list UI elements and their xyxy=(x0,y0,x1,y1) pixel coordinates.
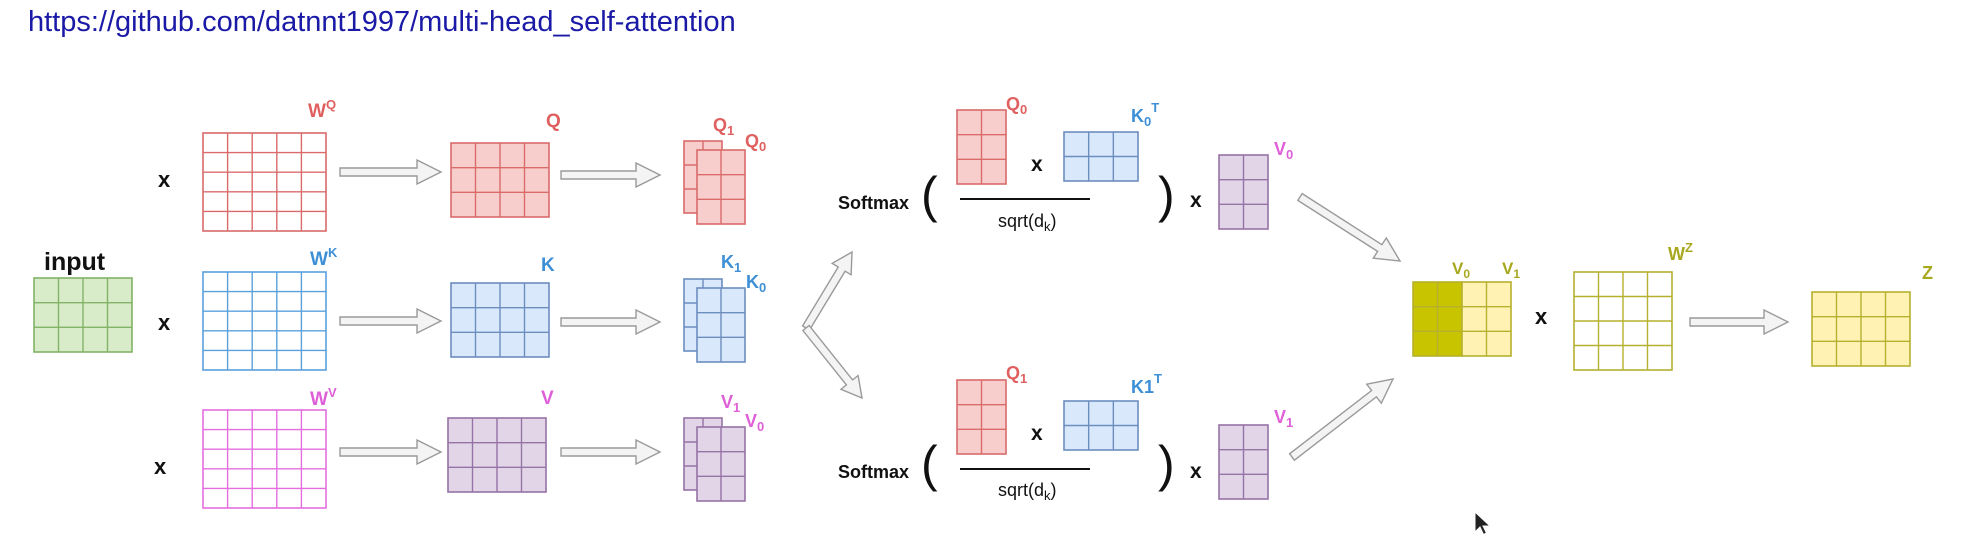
q0-attn-label: Q0 xyxy=(1006,94,1027,117)
open-paren-bottom: ( xyxy=(921,436,938,492)
q-label: Q xyxy=(546,111,561,132)
v-label: V xyxy=(541,388,554,409)
sqrt-dk-bottom: sqrt(dk) xyxy=(998,480,1057,503)
arrow-split-up xyxy=(801,250,853,332)
k-matrix xyxy=(450,282,550,358)
v0-head-matrix xyxy=(696,426,746,502)
arrow-k-to-heads xyxy=(560,308,662,336)
z-label: Z xyxy=(1922,263,1933,283)
input-label: input xyxy=(44,248,106,276)
sqrt-dk-top: sqrt(dk) xyxy=(998,211,1057,234)
input-matrix xyxy=(33,277,133,353)
arrow-head1-to-concat xyxy=(1288,378,1395,462)
arrow-split-down xyxy=(801,324,863,400)
q1-head-label: Q1 xyxy=(713,115,734,138)
times-sign-top-v: x xyxy=(1190,189,1202,212)
wz-matrix xyxy=(1573,271,1673,371)
q0-head-matrix xyxy=(696,149,746,225)
k0-head-label: K0 xyxy=(746,272,766,295)
arrow-wq-to-q xyxy=(339,158,443,186)
v0-attn-matrix xyxy=(1218,154,1269,230)
v1-head-label: V1 xyxy=(721,392,740,415)
q0-attn-matrix xyxy=(956,109,1007,185)
times-sign-wz: x xyxy=(1535,304,1548,329)
wv-label: WV xyxy=(310,385,337,410)
k0-head-matrix xyxy=(696,287,746,363)
arrow-wk-to-k xyxy=(339,307,443,335)
concat-v1-matrix xyxy=(1461,281,1512,357)
times-sign-k: x xyxy=(158,310,171,335)
z-matrix xyxy=(1811,291,1911,367)
times-sign-top-qk: x xyxy=(1031,153,1043,176)
mouse-cursor-icon xyxy=(1474,510,1492,536)
k1t-attn-matrix xyxy=(1063,400,1139,451)
concat-v0-matrix xyxy=(1412,281,1463,357)
flow-arrows xyxy=(339,158,1790,466)
v1-attn-label: V1 xyxy=(1274,407,1293,430)
wq-matrix xyxy=(202,132,327,232)
wk-label: WK xyxy=(310,245,338,270)
arrow-concat-wz-to-z xyxy=(1689,308,1790,336)
close-paren-top: ) xyxy=(1158,167,1175,223)
k1t-attn-label: K1T xyxy=(1131,371,1162,397)
softmax-bottom-label: Softmax xyxy=(838,462,909,482)
v0-attn-label: V0 xyxy=(1274,139,1293,162)
concat-v0-label: V0 xyxy=(1452,259,1470,281)
wq-label: WQ xyxy=(308,97,336,122)
v0-head-label: V0 xyxy=(745,411,764,434)
k1-head-label: K1 xyxy=(721,252,741,275)
arrow-v-to-heads xyxy=(560,438,662,466)
softmax-top-label: Softmax xyxy=(838,193,909,213)
concat-v1-label: V1 xyxy=(1502,259,1520,281)
q1-attn-label: Q1 xyxy=(1006,363,1027,386)
q0-head-label: Q0 xyxy=(745,131,766,154)
q-matrix xyxy=(450,142,550,218)
close-paren-bottom: ) xyxy=(1158,436,1175,492)
arrow-wv-to-v xyxy=(339,438,443,466)
k-label: K xyxy=(541,255,555,276)
k0t-attn-matrix xyxy=(1063,131,1139,182)
times-sign-bottom-qk: x xyxy=(1031,422,1043,445)
matrix-grids xyxy=(33,109,1911,509)
wv-matrix xyxy=(202,409,327,509)
times-sign-q: x xyxy=(158,167,171,192)
q1-attn-matrix xyxy=(956,379,1007,455)
k0t-attn-label: K0T xyxy=(1131,100,1159,129)
v-matrix xyxy=(447,417,547,493)
times-sign-bottom-v: x xyxy=(1190,460,1202,483)
arrow-head0-to-concat xyxy=(1296,192,1402,262)
wz-label: WZ xyxy=(1668,240,1693,264)
open-paren-top: ( xyxy=(921,167,938,223)
arrow-q-to-heads xyxy=(560,161,662,189)
v1-attn-matrix xyxy=(1218,424,1269,500)
github-url-link[interactable]: https://github.com/datnnt1997/multi-head… xyxy=(28,6,736,38)
wk-matrix xyxy=(202,271,327,371)
times-sign-v: x xyxy=(154,454,167,479)
